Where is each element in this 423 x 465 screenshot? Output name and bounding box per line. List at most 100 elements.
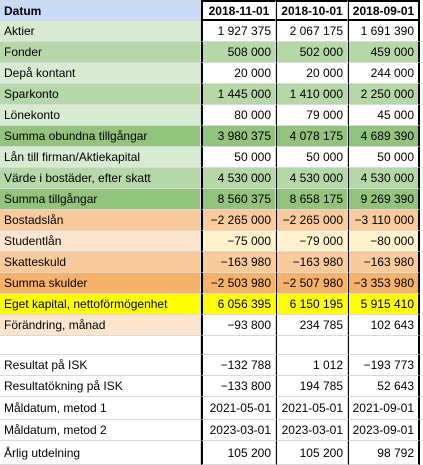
value-cell[interactable]: 2 067 175 xyxy=(276,21,348,42)
value-cell[interactable]: −79 000 xyxy=(276,231,348,252)
value-cell[interactable]: 2023-03-01 xyxy=(276,420,348,441)
value-cell[interactable]: −2 507 980 xyxy=(276,273,348,294)
value-cell[interactable]: 79 000 xyxy=(276,105,348,126)
header-date-cell[interactable]: 2018-09-01 xyxy=(348,0,420,21)
row-label-cell[interactable]: Summa obundna tillgångar xyxy=(0,126,201,147)
row-label-cell[interactable] xyxy=(0,336,201,355)
value-cell[interactable]: 1 012 xyxy=(276,355,348,376)
table-row: Måldatum, metod 2 2023-03-01 2023-03-01 202… xyxy=(0,420,423,441)
value-cell[interactable]: 2021-09-01 xyxy=(348,397,420,420)
value-cell[interactable]: 4 078 175 xyxy=(276,126,348,147)
value-cell[interactable]: 9 269 390 xyxy=(348,189,420,210)
value-cell[interactable]: 8 560 375 xyxy=(201,189,276,210)
value-cell[interactable]: 194 785 xyxy=(276,376,348,397)
value-cell[interactable]: 4 530 000 xyxy=(348,168,420,189)
value-cell[interactable]: 1 691 390 xyxy=(348,21,420,42)
value-cell[interactable]: 8 658 175 xyxy=(276,189,348,210)
value-cell[interactable]: 1 445 000 xyxy=(201,84,276,105)
row-label-cell[interactable]: Aktier xyxy=(0,21,201,42)
value-cell[interactable]: 2021-05-01 xyxy=(201,397,276,420)
value-cell[interactable]: 105 200 xyxy=(276,441,348,465)
row-label-cell[interactable]: Värde i bostäder, efter skatt xyxy=(0,168,201,189)
table-row: Summa obundna tillgångar 3 980 375 4 078 1… xyxy=(0,126,423,147)
value-cell[interactable]: 20 000 xyxy=(201,63,276,84)
table-row: Resultat på ISK −132 788 1 012 −193 773 xyxy=(0,355,423,376)
value-cell[interactable]: 6 056 395 xyxy=(201,294,276,315)
value-cell[interactable]: 5 915 410 xyxy=(348,294,420,315)
value-cell[interactable]: 50 000 xyxy=(201,147,276,168)
value-cell[interactable]: 4 689 390 xyxy=(348,126,420,147)
value-cell[interactable]: 2023-09-01 xyxy=(348,420,420,441)
value-cell[interactable]: −193 773 xyxy=(348,355,420,376)
row-label-cell[interactable]: Summa skulder xyxy=(0,273,201,294)
table-row: Förändring, månad −93 800 234 785 102 643 xyxy=(0,315,423,336)
value-cell[interactable] xyxy=(201,336,276,355)
value-cell[interactable]: −3 110 000 xyxy=(348,210,420,231)
value-cell[interactable]: 2023-03-01 xyxy=(201,420,276,441)
header-label-cell[interactable]: Datum xyxy=(0,0,201,21)
table-row: Måldatum, metod 1 2021-05-01 2021-05-01 202… xyxy=(0,397,423,420)
value-cell[interactable] xyxy=(348,336,420,355)
row-label-cell[interactable]: Summa tillgångar xyxy=(0,189,201,210)
value-cell[interactable]: −3 353 980 xyxy=(348,273,420,294)
value-cell[interactable]: 4 530 000 xyxy=(276,168,348,189)
value-cell[interactable]: 80 000 xyxy=(201,105,276,126)
table-row: Skatteskuld −163 980 −163 980 −163 980 xyxy=(0,252,423,273)
value-cell[interactable]: 2 250 000 xyxy=(348,84,420,105)
header-date-cell[interactable]: 2018-10-01 xyxy=(276,0,348,21)
table-row: Eget kapital, nettoförmögenhet 6 056 395 6… xyxy=(0,294,423,315)
value-cell[interactable]: 1 927 375 xyxy=(201,21,276,42)
value-cell[interactable]: −132 788 xyxy=(201,355,276,376)
value-cell[interactable]: 244 000 xyxy=(348,63,420,84)
table-row: Värde i bostäder, efter skatt 4 530 000 4 … xyxy=(0,168,423,189)
row-label-cell[interactable]: Studentlån xyxy=(0,231,201,252)
value-cell[interactable]: −2 503 980 xyxy=(201,273,276,294)
value-cell[interactable]: 1 410 000 xyxy=(276,84,348,105)
table-row: Bostadslån −2 265 000 −2 265 000 −3 110 000 xyxy=(0,210,423,231)
value-cell[interactable]: 50 000 xyxy=(276,147,348,168)
row-label-cell[interactable]: Förändring, månad xyxy=(0,315,201,336)
value-cell[interactable] xyxy=(276,336,348,355)
table-row: Fonder 508 000 502 000 459 000 xyxy=(0,42,423,63)
row-label-cell[interactable]: Årlig utdelning xyxy=(0,441,201,465)
row-label-cell[interactable]: Lönekonto xyxy=(0,105,201,126)
value-cell[interactable]: 105 200 xyxy=(201,441,276,465)
value-cell[interactable]: −133 800 xyxy=(201,376,276,397)
value-cell[interactable]: 50 000 xyxy=(348,147,420,168)
row-label-cell[interactable]: Eget kapital, nettoförmögenhet xyxy=(0,294,201,315)
value-cell[interactable]: −163 980 xyxy=(348,252,420,273)
row-label-cell[interactable]: Lån till firman/Aktiekapital xyxy=(0,147,201,168)
row-label-cell[interactable]: Bostadslån xyxy=(0,210,201,231)
value-cell[interactable]: 3 980 375 xyxy=(201,126,276,147)
value-cell[interactable]: −80 000 xyxy=(348,231,420,252)
value-cell[interactable]: −2 265 000 xyxy=(201,210,276,231)
value-cell[interactable]: 508 000 xyxy=(201,42,276,63)
value-cell[interactable]: 102 643 xyxy=(348,315,420,336)
value-cell[interactable]: 4 530 000 xyxy=(201,168,276,189)
row-label-cell[interactable]: Resultat på ISK xyxy=(0,355,201,376)
value-cell[interactable]: 459 000 xyxy=(348,42,420,63)
value-cell[interactable]: 6 150 195 xyxy=(276,294,348,315)
value-cell[interactable]: −163 980 xyxy=(201,252,276,273)
value-cell[interactable]: 502 000 xyxy=(276,42,348,63)
value-cell[interactable]: 45 000 xyxy=(348,105,420,126)
value-cell[interactable]: 98 792 xyxy=(348,441,420,465)
value-cell[interactable]: 234 785 xyxy=(276,315,348,336)
value-cell[interactable]: 52 643 xyxy=(348,376,420,397)
value-cell[interactable]: −163 980 xyxy=(276,252,348,273)
row-label-cell[interactable]: Måldatum, metod 1 xyxy=(0,397,201,420)
value-cell[interactable]: 2021-05-01 xyxy=(276,397,348,420)
table-row: Depå kontant 20 000 20 000 244 000 xyxy=(0,63,423,84)
row-label-cell[interactable]: Måldatum, metod 2 xyxy=(0,420,201,441)
value-cell[interactable]: −2 265 000 xyxy=(276,210,348,231)
row-label-cell[interactable]: Depå kontant xyxy=(0,63,201,84)
row-label-cell[interactable]: Sparkonto xyxy=(0,84,201,105)
header-date-cell[interactable]: 2018-11-01 xyxy=(201,0,276,21)
value-cell[interactable]: −93 800 xyxy=(201,315,276,336)
row-label-cell[interactable]: Resultatökning på ISK xyxy=(0,376,201,397)
value-cell[interactable]: −75 000 xyxy=(201,231,276,252)
value-cell[interactable]: 20 000 xyxy=(276,63,348,84)
row-label-cell[interactable]: Skatteskuld xyxy=(0,252,201,273)
row-label-cell[interactable]: Fonder xyxy=(0,42,201,63)
